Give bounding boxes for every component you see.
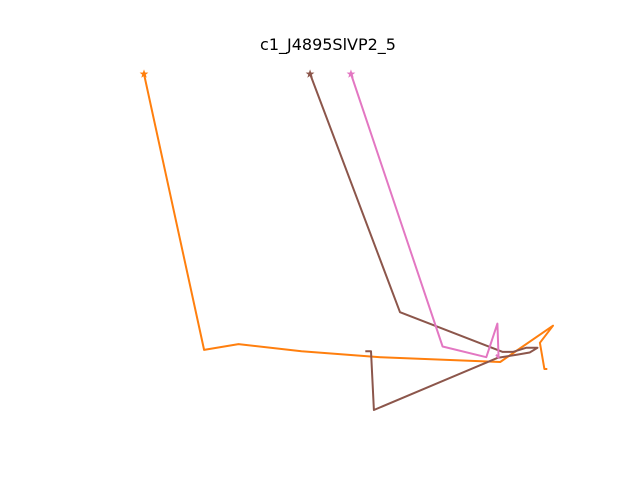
start-marker-2 xyxy=(305,69,315,78)
start-marker-1 xyxy=(139,69,149,78)
plot-area xyxy=(139,69,554,411)
trace-line-1 xyxy=(143,73,554,370)
trace-line-3 xyxy=(350,73,500,359)
start-marker-3 xyxy=(346,69,356,78)
trace-line-2 xyxy=(309,73,539,411)
chart-title: c1_J4895SlVP2_5 xyxy=(260,35,396,55)
